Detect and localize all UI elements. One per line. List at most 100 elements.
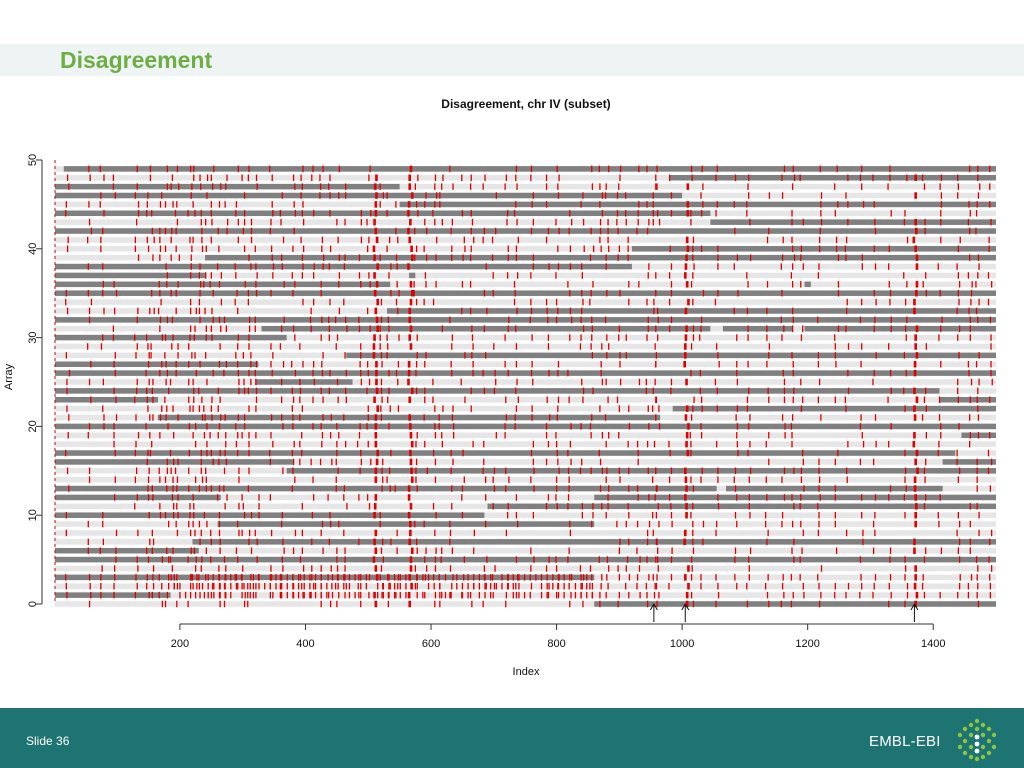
disagreement-mark xyxy=(456,574,458,581)
disagreement-mark xyxy=(904,556,906,563)
disagreement-mark xyxy=(280,396,283,404)
disagreement-mark xyxy=(374,476,378,483)
disagreement-mark xyxy=(382,582,384,590)
disagreement-mark xyxy=(426,227,428,235)
disagreement-mark xyxy=(188,378,190,386)
disagreement-mark xyxy=(791,414,794,421)
disagreement-mark xyxy=(991,378,993,386)
disagreement-mark xyxy=(506,218,508,226)
disagreement-mark xyxy=(515,343,518,350)
disagreement-mark xyxy=(149,432,151,439)
disagreement-mark xyxy=(687,582,690,590)
disagreement-mark xyxy=(647,325,649,332)
disagreement-mark xyxy=(113,281,115,288)
disagreement-mark xyxy=(374,201,378,208)
disagreement-mark xyxy=(237,334,239,341)
disagreement-mark xyxy=(820,201,822,208)
disagreement-mark xyxy=(175,307,177,315)
disagreement-mark xyxy=(330,414,332,421)
array-segment xyxy=(804,281,811,288)
disagreement-mark xyxy=(299,396,301,404)
disagreement-mark xyxy=(237,369,239,377)
disagreement-mark xyxy=(244,591,246,599)
disagreement-mark xyxy=(176,600,178,608)
disagreement-mark xyxy=(166,183,169,190)
disagreement-mark xyxy=(793,387,795,395)
disagreement-mark xyxy=(314,574,317,581)
disagreement-mark xyxy=(958,556,961,563)
disagreement-mark xyxy=(533,467,535,475)
disagreement-mark xyxy=(115,547,117,554)
disagreement-mark xyxy=(66,387,68,395)
disagreement-mark xyxy=(783,325,785,332)
disagreement-mark xyxy=(439,192,441,199)
disagreement-mark xyxy=(87,343,89,350)
disagreement-mark xyxy=(555,298,558,306)
disagreement-mark xyxy=(914,174,917,182)
disagreement-mark xyxy=(192,405,194,412)
disagreement-mark xyxy=(874,227,877,235)
disagreement-mark xyxy=(218,458,220,466)
disagreement-mark xyxy=(382,192,384,199)
disagreement-mark xyxy=(171,343,173,350)
disagreement-mark xyxy=(167,556,170,563)
disagreement-mark xyxy=(604,414,607,421)
disagreement-mark xyxy=(873,582,875,590)
disagreement-mark xyxy=(161,405,163,412)
disagreement-mark xyxy=(299,378,301,386)
array-segment xyxy=(55,388,940,394)
disagreement-mark xyxy=(90,227,93,235)
disagreement-mark xyxy=(545,565,548,572)
disagreement-mark xyxy=(859,556,862,563)
disagreement-mark xyxy=(568,396,570,404)
disagreement-mark xyxy=(484,174,486,182)
disagreement-mark xyxy=(205,574,207,581)
disagreement-mark xyxy=(409,218,412,226)
disagreement-mark xyxy=(792,591,794,599)
disagreement-mark xyxy=(367,414,369,421)
disagreement-mark xyxy=(684,272,687,279)
disagreement-mark xyxy=(628,281,630,288)
disagreement-mark xyxy=(161,192,163,199)
disagreement-mark xyxy=(581,289,583,297)
disagreement-mark xyxy=(989,574,991,581)
disagreement-mark xyxy=(748,387,750,395)
disagreement-mark xyxy=(617,565,619,572)
disagreement-mark xyxy=(205,476,207,483)
disagreement-mark xyxy=(249,582,251,590)
disagreement-mark xyxy=(606,574,608,581)
disagreement-mark xyxy=(749,547,752,554)
disagreement-mark xyxy=(327,494,329,501)
disagreement-mark xyxy=(818,467,820,475)
disagreement-mark xyxy=(302,591,304,599)
disagreement-mark xyxy=(569,289,571,297)
disagreement-mark xyxy=(636,227,638,235)
disagreement-mark xyxy=(238,529,240,537)
disagreement-mark xyxy=(540,582,543,590)
disagreement-mark xyxy=(872,378,874,386)
disagreement-mark xyxy=(717,289,719,297)
disagreement-mark xyxy=(177,494,179,501)
disagreement-mark xyxy=(299,574,302,581)
disagreement-mark xyxy=(250,218,253,226)
disagreement-mark xyxy=(248,325,251,332)
disagreement-mark xyxy=(925,458,927,466)
disagreement-mark xyxy=(618,405,621,412)
disagreement-mark xyxy=(483,458,485,466)
disagreement-mark xyxy=(210,272,212,279)
disagreement-mark xyxy=(470,227,472,235)
disagreement-mark xyxy=(616,210,619,217)
array-segment xyxy=(594,601,996,607)
disagreement-mark xyxy=(302,360,304,368)
disagreement-mark xyxy=(192,494,194,501)
disagreement-mark xyxy=(569,440,572,448)
disagreement-mark xyxy=(818,245,821,253)
disagreement-mark xyxy=(328,591,330,599)
disagreement-mark xyxy=(373,334,376,341)
disagreement-mark xyxy=(800,281,802,288)
disagreement-mark xyxy=(976,591,978,599)
disagreement-mark xyxy=(291,360,293,368)
disagreement-mark xyxy=(158,281,160,288)
disagreement-mark xyxy=(915,503,918,510)
disagreement-mark xyxy=(254,369,256,377)
